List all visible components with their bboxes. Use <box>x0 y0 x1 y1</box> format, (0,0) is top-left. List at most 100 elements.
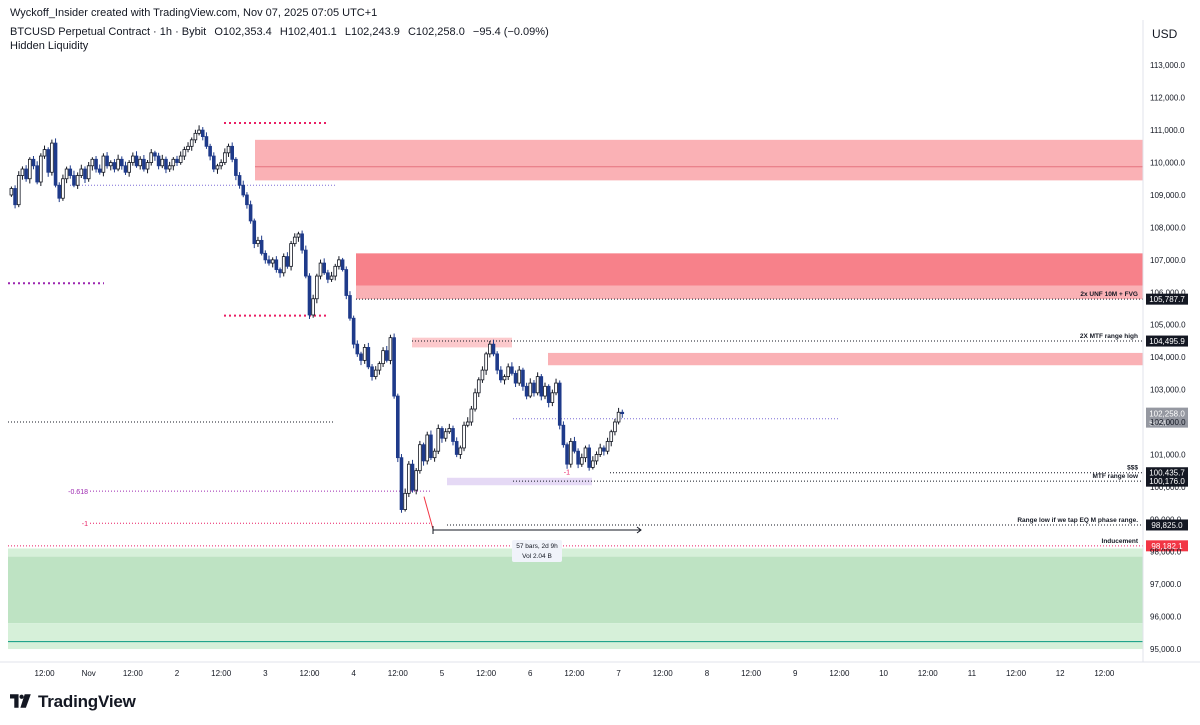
candle[interactable] <box>138 156 143 170</box>
candle[interactable] <box>116 154 120 172</box>
candle[interactable] <box>451 425 455 446</box>
candle[interactable] <box>510 362 514 376</box>
candle[interactable] <box>300 230 304 254</box>
candle[interactable] <box>16 171 21 208</box>
candle[interactable] <box>609 429 614 447</box>
candle[interactable] <box>539 374 544 401</box>
candle[interactable] <box>292 233 297 247</box>
candle[interactable] <box>156 152 161 170</box>
candle[interactable] <box>153 150 157 161</box>
candle[interactable] <box>333 263 338 281</box>
price-tag[interactable]: 98,182.1 <box>1146 540 1188 552</box>
candle[interactable] <box>248 200 253 224</box>
candle[interactable] <box>315 273 319 304</box>
candle[interactable] <box>587 444 591 471</box>
candle[interactable] <box>75 172 80 189</box>
candle[interactable] <box>149 149 154 166</box>
candle[interactable] <box>68 165 73 179</box>
candle[interactable] <box>252 218 257 249</box>
candle[interactable] <box>94 156 98 173</box>
candle[interactable] <box>226 143 231 157</box>
candle[interactable] <box>237 172 242 189</box>
candle[interactable] <box>35 161 39 185</box>
candle[interactable] <box>42 145 47 159</box>
candle[interactable] <box>594 451 599 465</box>
candle[interactable] <box>72 170 76 188</box>
zone-2x-unf-10m-fvg[interactable] <box>356 253 1143 286</box>
candle[interactable] <box>127 160 131 177</box>
candle[interactable] <box>517 366 522 386</box>
candle[interactable] <box>465 417 470 428</box>
candle[interactable] <box>506 363 510 380</box>
price-tag[interactable]: 98,825.0 <box>1146 519 1188 531</box>
candle[interactable] <box>171 157 176 171</box>
candle[interactable] <box>31 155 36 170</box>
candle[interactable] <box>502 374 507 385</box>
candle[interactable] <box>13 185 17 209</box>
symbol-name[interactable]: BTCUSD Perpetual Contract · 1h · Bybit <box>10 26 207 38</box>
candle[interactable] <box>267 255 271 266</box>
candle[interactable] <box>602 445 606 456</box>
candle[interactable] <box>53 138 58 188</box>
candle[interactable] <box>410 459 415 493</box>
candle[interactable] <box>605 437 610 455</box>
candle[interactable] <box>469 405 474 426</box>
candle[interactable] <box>613 418 617 436</box>
candle[interactable] <box>278 267 282 278</box>
candle[interactable] <box>432 448 437 462</box>
candle[interactable] <box>178 151 183 165</box>
candle[interactable] <box>186 142 190 153</box>
candle[interactable] <box>259 235 264 256</box>
candle[interactable] <box>370 364 374 381</box>
candle[interactable] <box>340 257 345 272</box>
candle[interactable] <box>120 156 124 170</box>
candle[interactable] <box>598 443 602 458</box>
zone-demand-bottom-band[interactable] <box>8 623 1143 650</box>
candle[interactable] <box>366 342 371 370</box>
candle[interactable] <box>322 258 326 275</box>
indicator-name[interactable]: Hidden Liquidity <box>10 40 89 52</box>
candle[interactable] <box>384 345 389 363</box>
candle[interactable] <box>123 161 128 175</box>
candle[interactable] <box>39 153 43 187</box>
candle[interactable] <box>263 250 268 264</box>
candle[interactable] <box>487 340 492 358</box>
current-price-tag[interactable]: 102,258.0 54:51 <box>1146 407 1188 428</box>
candle[interactable] <box>142 155 146 172</box>
price-tag[interactable]: 100,176.0 <box>1146 475 1188 487</box>
candle[interactable] <box>495 351 499 375</box>
candle[interactable] <box>583 445 588 463</box>
candle[interactable] <box>86 161 91 182</box>
candle[interactable] <box>9 186 14 197</box>
candle[interactable] <box>274 256 279 273</box>
candle[interactable] <box>568 438 573 468</box>
candle[interactable] <box>160 154 165 169</box>
candle[interactable] <box>189 137 194 151</box>
candle[interactable] <box>362 344 367 364</box>
candle[interactable] <box>131 152 135 166</box>
candle[interactable] <box>20 166 25 180</box>
candle[interactable] <box>296 231 301 242</box>
candle[interactable] <box>289 240 293 271</box>
candle[interactable] <box>572 436 577 454</box>
candle[interactable] <box>219 159 223 170</box>
candle[interactable] <box>395 393 400 463</box>
candle[interactable] <box>580 453 584 467</box>
zone-demand-top-band[interactable] <box>8 548 1143 557</box>
candle[interactable] <box>392 333 396 399</box>
candle[interactable] <box>351 315 356 349</box>
candle[interactable] <box>105 152 109 169</box>
candle[interactable] <box>454 437 459 458</box>
candle[interactable] <box>528 378 533 399</box>
candle[interactable] <box>145 159 150 174</box>
candle[interactable] <box>204 132 209 149</box>
candle[interactable] <box>211 152 216 173</box>
candle[interactable] <box>245 192 249 209</box>
candle[interactable] <box>256 236 260 247</box>
candle[interactable] <box>565 442 569 469</box>
price-tag[interactable]: 104,495.9 <box>1146 335 1188 347</box>
candle[interactable] <box>337 256 341 270</box>
candle[interactable] <box>543 382 547 400</box>
candle[interactable] <box>388 334 393 365</box>
